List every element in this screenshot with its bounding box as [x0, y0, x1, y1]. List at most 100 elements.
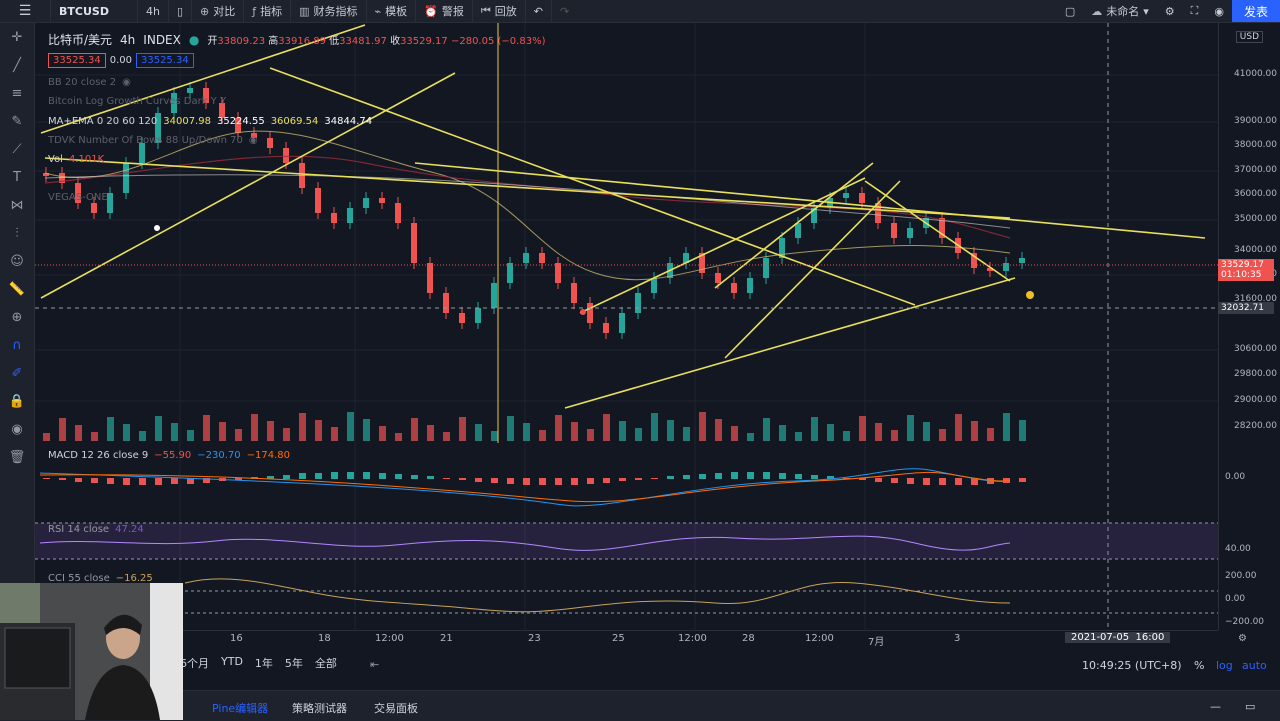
text-icon[interactable]: T [13, 169, 21, 185]
snapshot-button[interactable]: ◉ [1206, 0, 1232, 22]
legend-vegas[interactable]: VEGAS-ONE [48, 192, 108, 203]
templates-button[interactable]: ⌁ 模板 [367, 0, 417, 22]
candle [891, 223, 897, 238]
legend-log-curve[interactable]: Bitcoin Log Growth Curves Dark Y Y [48, 96, 227, 107]
bid-box[interactable]: 33525.34 [48, 53, 106, 68]
volume-bar [779, 425, 786, 441]
range-button[interactable]: 5年 [284, 657, 303, 670]
macd-bar [155, 478, 162, 485]
macd-bar [267, 476, 274, 479]
brush-icon[interactable]: ✎ [11, 113, 23, 129]
pencil-icon[interactable]: ⟋ [12, 141, 22, 157]
webcam-image [0, 583, 183, 720]
macd-bar [347, 472, 354, 479]
symbol-search[interactable]: BTCUSD [51, 0, 138, 22]
range-button[interactable]: 1年 [254, 657, 273, 670]
stay-drawing-icon[interactable]: ✐ [11, 365, 23, 381]
pattern-icon[interactable]: ⋈ [10, 197, 24, 213]
log-toggle[interactable]: log [1216, 659, 1233, 672]
tab-strategy-tester[interactable]: 策略测试器 [292, 702, 347, 715]
fx-icon: ƒ [252, 4, 257, 18]
trash-icon[interactable]: 🗑 [8, 449, 26, 465]
legend-cci[interactable]: CCI 55 close −16.25 [48, 573, 153, 584]
lock-icon[interactable]: 🔒 [8, 393, 26, 409]
macd-bar [795, 474, 802, 479]
chart-type-button[interactable]: ▯ [169, 0, 193, 22]
legend-rsi[interactable]: RSI 14 close 47.24 [48, 524, 144, 535]
range-button[interactable]: 6个月 [180, 657, 209, 670]
maximize-icon[interactable]: ▭ [1245, 700, 1256, 713]
price-axis[interactable]: USD 41000.00 39000.00 38000.00 37000.00 3600… [1218, 23, 1280, 630]
macd-bar [891, 478, 898, 483]
candle [59, 173, 65, 183]
ruler-icon[interactable]: 📏 [8, 281, 26, 297]
symbol-name[interactable]: 比特币/美元 [48, 33, 113, 47]
volume-bar [715, 419, 722, 441]
eye-icon[interactable]: ◉ [122, 77, 131, 88]
alert-button[interactable]: ⏰ 警报 [416, 0, 473, 22]
fullscreen-toggle[interactable]: ⛶ [1183, 0, 1207, 22]
macd-bar [379, 473, 386, 479]
time-label: 18 [318, 633, 331, 644]
emoji-icon[interactable]: ☺ [10, 253, 24, 269]
fib-icon[interactable]: ≡ [11, 85, 23, 101]
crosshair-icon[interactable]: ✛ [11, 29, 23, 45]
publish-button[interactable]: 发表 [1231, 0, 1280, 22]
menu-icon[interactable]: ☰ [0, 0, 51, 22]
goto-date-icon[interactable]: ⇤ [370, 658, 380, 671]
macd-bar [555, 478, 562, 485]
auto-toggle[interactable]: auto [1242, 659, 1267, 672]
zoom-in-icon[interactable]: ⊕ [11, 309, 23, 325]
eye-icon[interactable]: ◉ [11, 421, 23, 437]
redo-button[interactable]: ↷ [552, 0, 577, 22]
macd-bar [1003, 478, 1010, 483]
indicators-button[interactable]: ƒ 指标 [244, 0, 292, 22]
macd-bar [715, 473, 722, 479]
range-button[interactable]: 全部 [314, 657, 337, 670]
settings-button[interactable]: ⚙ [1157, 0, 1183, 22]
legend-ma-ema[interactable]: MA+EMA 0 20 60 120 34007.98 35224.55 36069.… [48, 116, 373, 127]
legend-volume[interactable]: Vol 4.101K [48, 154, 105, 165]
ask-box[interactable]: 33525.34 [135, 53, 194, 68]
chart-canvas[interactable] [35, 23, 1218, 630]
minimize-icon[interactable]: — [1210, 700, 1221, 713]
layout-name-button[interactable]: ☁ 未命名 ▾ [1083, 0, 1157, 22]
macd-bar [363, 472, 370, 479]
macd-line [39, 468, 1011, 507]
undo-icon: ↶ [533, 4, 543, 18]
macd-bar [651, 478, 658, 479]
candle [539, 253, 545, 263]
macd-bar [443, 478, 450, 479]
fullscreen-button[interactable]: ▢ [1057, 0, 1083, 22]
forecast-icon[interactable]: ⫶ [15, 225, 19, 241]
bottom-panel-bar: Pine编辑器 策略测试器 交易面板 — ▭ [0, 690, 1280, 721]
percent-toggle[interactable]: % [1194, 659, 1205, 672]
compare-button[interactable]: ⊕ 对比 [192, 0, 245, 22]
time-label: 28 [742, 633, 755, 644]
interval-button[interactable]: 4h [138, 0, 169, 22]
crosshair-price-tag: 32032.71 [1218, 302, 1274, 314]
macd-bar [971, 478, 978, 485]
financials-button[interactable]: ▥ 财务指标 [291, 0, 367, 22]
eye-icon[interactable]: ◉ [248, 135, 258, 146]
square-icon: ▢ [1064, 4, 1076, 18]
candles-icon: ▯ [176, 4, 184, 18]
tab-trading-panel[interactable]: 交易面板 [374, 702, 418, 715]
replay-button[interactable]: ⏮ 回放 [473, 0, 526, 22]
legend-tdvk[interactable]: TDVK Number Of Bows 88 Up/Down 70 ◉ [48, 135, 258, 146]
range-button[interactable]: YTD [221, 655, 243, 668]
undo-button[interactable]: ↶ [526, 0, 552, 22]
currency-select[interactable]: USD [1235, 31, 1263, 43]
legend-bb[interactable]: BB 20 close 2 ◉ [48, 77, 131, 88]
magnet-icon[interactable]: ∩ [12, 337, 22, 353]
tab-pine-editor[interactable]: Pine编辑器 [212, 702, 269, 715]
trendline-icon[interactable]: ╱ [13, 57, 21, 73]
volume-bar [539, 430, 546, 441]
clock[interactable]: 10:49:25 (UTC+8) [1082, 659, 1182, 672]
trend-lines [40, 24, 1206, 409]
axis-settings-icon[interactable]: ⚙ [1238, 633, 1247, 644]
legend-macd[interactable]: MACD 12 26 close 9 −55.90 −230.70 −174.80 [48, 450, 291, 461]
volume-bar [251, 414, 258, 441]
volume-bar [683, 427, 690, 441]
